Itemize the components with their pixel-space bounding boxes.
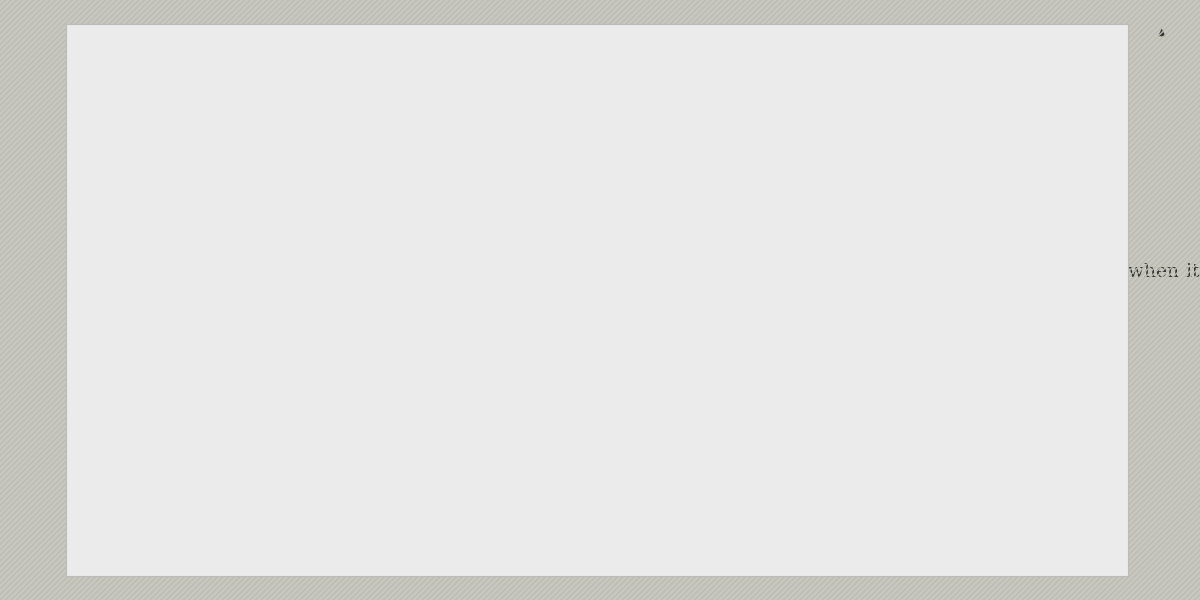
Text: speed:: speed: [78,393,139,411]
Text: A body with a mass of 4.71 kg moves along the $x$-axis, influenced by a conserva: A body with a mass of 4.71 kg moves alon… [84,75,991,98]
Text: $A = -4\,\dfrac{\rm N}{\rm m^3}$: $A = -4\,\dfrac{\rm N}{\rm m^3}$ [480,168,588,209]
Text: $\vec{F}$\,(x) = $Ax^3\hat{x}$: $\vec{F}$\,(x) = $Ax^3\hat{x}$ [156,168,283,195]
Bar [138,378,1038,429]
Text: When the body is at position $x_i$ = 2.05 m, it is moving with a speed of $v_i$ : When the body is at position $x_i$ = 2.0… [84,261,1200,283]
Text: where: where [360,168,419,186]
Text: at position $x_f$ = $-$2.55 m?: at position $x_f$ = $-$2.55 m? [84,315,326,337]
Text: ▲: ▲ [1158,27,1165,37]
Text: m/s: m/s [1050,393,1084,411]
